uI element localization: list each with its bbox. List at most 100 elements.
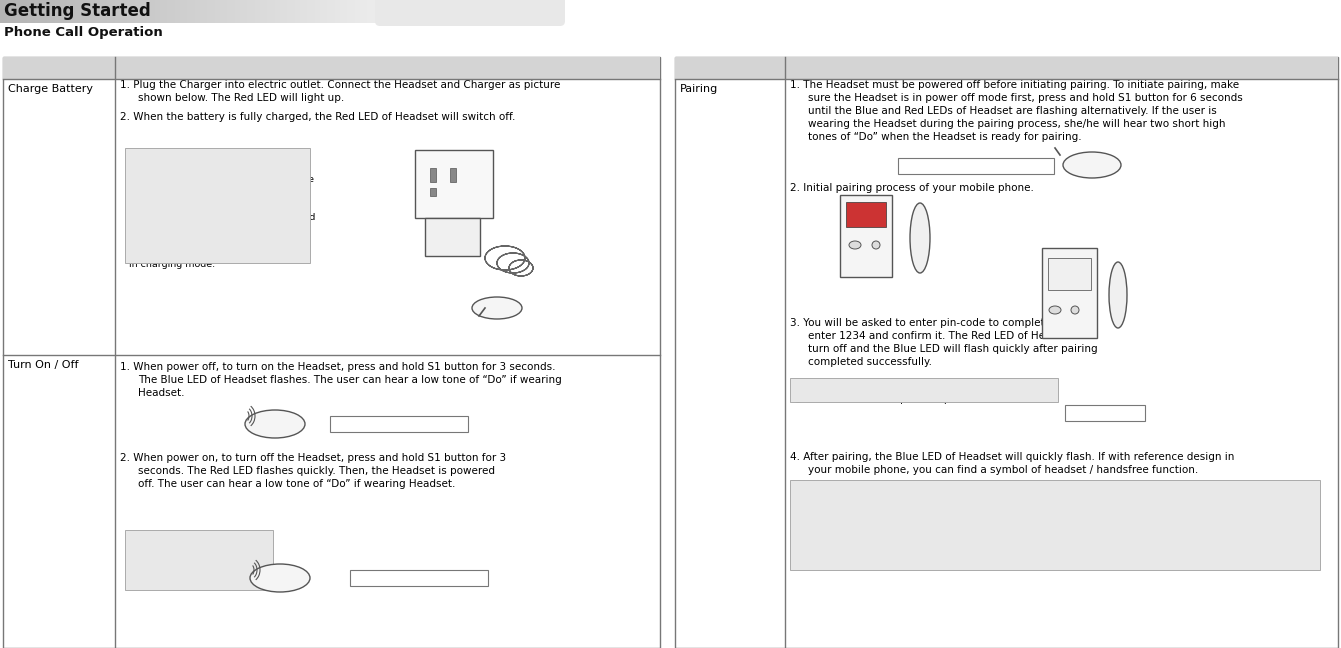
Bar <box>72 0 75 23</box>
Bar <box>355 0 358 23</box>
Bar <box>63 0 64 23</box>
Text: usage, it takes about 4 hours to fully: usage, it takes about 4 hours to fully <box>129 184 303 193</box>
Bar <box>278 0 280 23</box>
FancyBboxPatch shape <box>375 0 565 26</box>
Bar <box>408 0 410 23</box>
Text: Headset will automatically power on and the previous pairing, if any, is revoked: Headset will automatically power on and … <box>794 544 1196 553</box>
Bar <box>255 0 257 23</box>
Bar <box>127 0 130 23</box>
Bar <box>70 0 72 23</box>
Bar <box>420 0 422 23</box>
Bar <box>25 0 28 23</box>
Text: will flash slowly while low: will flash slowly while low <box>129 557 249 566</box>
Bar <box>425 0 428 23</box>
Bar <box>370 0 373 23</box>
Bar <box>492 0 495 23</box>
Bar <box>437 0 440 23</box>
Bar <box>185 0 188 23</box>
Bar <box>338 0 341 23</box>
Text: Note:: Note: <box>794 382 826 392</box>
Bar <box>202 0 205 23</box>
Bar <box>188 0 190 23</box>
Bar <box>359 0 362 23</box>
Text: Getting Started: Getting Started <box>4 2 150 20</box>
Bar <box>211 0 212 23</box>
Bar <box>275 0 278 23</box>
Bar <box>47 0 50 23</box>
Bar <box>898 158 1054 174</box>
Bar <box>15 0 17 23</box>
Bar <box>298 0 300 23</box>
Bar <box>451 168 456 182</box>
Text: the talk-time can be up to 8 hours, and: the talk-time can be up to 8 hours, and <box>129 213 315 222</box>
Bar <box>110 0 113 23</box>
Bar <box>373 0 375 23</box>
Text: 3 seconds to turn on: 3 seconds to turn on <box>335 419 443 429</box>
Text: Note:: Note: <box>129 534 161 544</box>
Bar <box>287 0 290 23</box>
Bar <box>335 0 338 23</box>
Bar <box>50 0 52 23</box>
Bar <box>32 0 35 23</box>
Bar <box>468 0 469 23</box>
Bar <box>83 0 84 23</box>
Bar <box>148 0 150 23</box>
Bar <box>205 0 208 23</box>
Bar <box>237 0 240 23</box>
Bar <box>153 0 156 23</box>
Bar <box>1042 248 1097 338</box>
Bar <box>270 0 272 23</box>
Bar <box>388 0 390 23</box>
Text: insert: insert <box>1051 262 1075 271</box>
Text: Pairing: Pairing <box>680 84 719 94</box>
Bar <box>197 0 200 23</box>
Text: shown below. The Red LED will light up.: shown below. The Red LED will light up. <box>138 93 345 103</box>
Bar <box>160 0 162 23</box>
Text: 2. When the battery is fully charged, the Red LED of Headset will switch off.: 2. When the battery is fully charged, th… <box>119 112 515 122</box>
Bar <box>315 0 318 23</box>
Bar <box>350 0 353 23</box>
Bar <box>400 0 402 23</box>
Bar <box>150 0 153 23</box>
Bar <box>113 0 115 23</box>
Bar <box>378 0 380 23</box>
Bar <box>215 0 217 23</box>
Bar <box>307 0 310 23</box>
Bar <box>115 0 118 23</box>
Bar <box>443 0 445 23</box>
Bar <box>35 0 38 23</box>
Bar <box>182 0 185 23</box>
Bar <box>9 0 12 23</box>
Bar <box>248 0 249 23</box>
Bar <box>312 0 315 23</box>
Text: rechargeable battery. For the first time: rechargeable battery. For the first time <box>129 174 314 183</box>
Text: 2. Initial pairing process of your mobile phone.: 2. Initial pairing process of your mobil… <box>790 183 1034 193</box>
Bar <box>790 378 1058 402</box>
Bar <box>266 0 267 23</box>
Text: 4. After pairing, the Blue LED of Headset will quickly flash. If with reference : 4. After pairing, the Blue LED of Headse… <box>790 452 1234 462</box>
Bar <box>245 0 248 23</box>
Bar <box>353 0 355 23</box>
Bar <box>358 0 359 23</box>
Bar <box>330 0 333 23</box>
Bar <box>173 0 174 23</box>
Bar <box>465 0 468 23</box>
Text: in charging mode.: in charging mode. <box>129 260 215 269</box>
Bar <box>243 0 245 23</box>
Bar <box>145 0 148 23</box>
Bar <box>300 0 303 23</box>
Ellipse shape <box>849 241 861 249</box>
Text: Enter 1234: Enter 1234 <box>1070 408 1128 418</box>
Bar <box>452 0 455 23</box>
Bar <box>235 0 237 23</box>
Ellipse shape <box>872 241 880 249</box>
Bar <box>290 0 292 23</box>
Text: Function: Function <box>680 60 740 73</box>
Text: ● The 1234 is default pin-code pre-stored in Headset.: ● The 1234 is default pin-code pre-store… <box>794 395 1050 404</box>
Bar <box>675 57 1338 79</box>
Ellipse shape <box>1063 152 1121 178</box>
Bar <box>190 0 193 23</box>
Bar <box>433 0 434 23</box>
Ellipse shape <box>1049 306 1061 314</box>
Bar <box>200 0 202 23</box>
